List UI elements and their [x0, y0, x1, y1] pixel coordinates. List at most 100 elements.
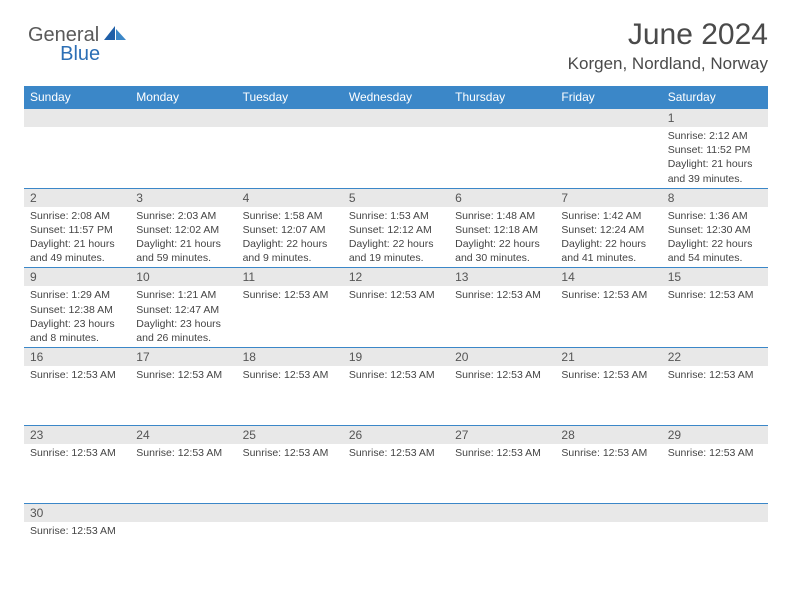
calendar-day-cell: 7Sunrise: 1:42 AMSunset: 12:24 AMDayligh… — [555, 188, 661, 268]
day-details: Sunrise: 1:53 AMSunset: 12:12 AMDaylight… — [343, 207, 449, 268]
title-block: June 2024 Korgen, Nordland, Norway — [568, 18, 768, 74]
day-number: 22 — [662, 348, 768, 366]
day-number: 29 — [662, 426, 768, 444]
day-number — [24, 109, 130, 127]
calendar-day-cell: 27Sunrise: 12:53 AM — [449, 426, 555, 504]
day-number: 14 — [555, 268, 661, 286]
calendar-day-cell — [237, 109, 343, 189]
day-number: 16 — [24, 348, 130, 366]
day-number: 30 — [24, 504, 130, 522]
day-number — [237, 109, 343, 127]
weekday-header: Monday — [130, 86, 236, 109]
day-number: 23 — [24, 426, 130, 444]
day-number: 6 — [449, 189, 555, 207]
weekday-header: Friday — [555, 86, 661, 109]
calendar-week-row: 9Sunrise: 1:29 AMSunset: 12:38 AMDayligh… — [24, 268, 768, 348]
calendar-day-cell — [343, 109, 449, 189]
day-number: 12 — [343, 268, 449, 286]
calendar-day-cell: 24Sunrise: 12:53 AM — [130, 426, 236, 504]
calendar-day-cell: 21Sunrise: 12:53 AM — [555, 348, 661, 426]
day-details: Sunrise: 12:53 AM — [662, 366, 768, 384]
calendar-day-cell — [449, 109, 555, 189]
sail-icon — [102, 24, 128, 45]
day-number: 15 — [662, 268, 768, 286]
day-details: Sunrise: 12:53 AM — [237, 366, 343, 384]
day-number: 4 — [237, 189, 343, 207]
day-details: Sunrise: 12:53 AM — [449, 366, 555, 384]
logo-blue: Blue — [60, 43, 100, 65]
calendar-week-row: 30Sunrise: 12:53 AM — [24, 504, 768, 582]
day-number — [662, 504, 768, 522]
logo-block: General Blue — [28, 24, 128, 66]
day-number: 13 — [449, 268, 555, 286]
day-number — [237, 504, 343, 522]
weekday-header: Saturday — [662, 86, 768, 109]
day-number: 8 — [662, 189, 768, 207]
calendar-day-cell: 18Sunrise: 12:53 AM — [237, 348, 343, 426]
day-details: Sunrise: 12:53 AM — [130, 366, 236, 384]
calendar-day-cell: 1Sunrise: 2:12 AMSunset: 11:52 PMDayligh… — [662, 109, 768, 189]
calendar-day-cell — [130, 109, 236, 189]
day-details: Sunrise: 1:36 AMSunset: 12:30 AMDaylight… — [662, 207, 768, 268]
calendar-day-cell: 29Sunrise: 12:53 AM — [662, 426, 768, 504]
day-details: Sunrise: 1:42 AMSunset: 12:24 AMDaylight… — [555, 207, 661, 268]
calendar-day-cell: 20Sunrise: 12:53 AM — [449, 348, 555, 426]
calendar-week-row: 2Sunrise: 2:08 AMSunset: 11:57 PMDayligh… — [24, 188, 768, 268]
day-number: 17 — [130, 348, 236, 366]
day-number: 7 — [555, 189, 661, 207]
calendar-day-cell — [24, 109, 130, 189]
weekday-header: Thursday — [449, 86, 555, 109]
calendar-day-cell: 30Sunrise: 12:53 AM — [24, 504, 130, 582]
day-number: 1 — [662, 109, 768, 127]
day-number: 9 — [24, 268, 130, 286]
calendar-day-cell: 28Sunrise: 12:53 AM — [555, 426, 661, 504]
day-details: Sunrise: 2:03 AMSunset: 12:02 AMDaylight… — [130, 207, 236, 268]
day-details: Sunrise: 12:53 AM — [343, 286, 449, 304]
day-details: Sunrise: 12:53 AM — [130, 444, 236, 462]
calendar-day-cell — [449, 504, 555, 582]
day-number: 28 — [555, 426, 661, 444]
day-details: Sunrise: 12:53 AM — [24, 444, 130, 462]
calendar-day-cell: 17Sunrise: 12:53 AM — [130, 348, 236, 426]
day-number — [449, 109, 555, 127]
day-details: Sunrise: 1:48 AMSunset: 12:18 AMDaylight… — [449, 207, 555, 268]
calendar-day-cell: 9Sunrise: 1:29 AMSunset: 12:38 AMDayligh… — [24, 268, 130, 348]
day-details: Sunrise: 12:53 AM — [449, 286, 555, 304]
day-number: 21 — [555, 348, 661, 366]
weekday-header-row: Sunday Monday Tuesday Wednesday Thursday… — [24, 86, 768, 109]
calendar-day-cell: 15Sunrise: 12:53 AM — [662, 268, 768, 348]
day-details: Sunrise: 12:53 AM — [662, 444, 768, 462]
month-title: June 2024 — [568, 18, 768, 52]
calendar-table: Sunday Monday Tuesday Wednesday Thursday… — [24, 86, 768, 582]
calendar-day-cell — [130, 504, 236, 582]
calendar-day-cell: 26Sunrise: 12:53 AM — [343, 426, 449, 504]
day-number — [343, 504, 449, 522]
day-number: 25 — [237, 426, 343, 444]
day-details: Sunrise: 12:53 AM — [343, 366, 449, 384]
location: Korgen, Nordland, Norway — [568, 54, 768, 74]
day-number — [449, 504, 555, 522]
calendar-day-cell: 12Sunrise: 12:53 AM — [343, 268, 449, 348]
calendar-day-cell: 13Sunrise: 12:53 AM — [449, 268, 555, 348]
calendar-day-cell: 23Sunrise: 12:53 AM — [24, 426, 130, 504]
day-details: Sunrise: 12:53 AM — [555, 366, 661, 384]
day-number: 10 — [130, 268, 236, 286]
calendar-day-cell: 10Sunrise: 1:21 AMSunset: 12:47 AMDaylig… — [130, 268, 236, 348]
calendar-day-cell — [343, 504, 449, 582]
day-number — [343, 109, 449, 127]
calendar-day-cell: 5Sunrise: 1:53 AMSunset: 12:12 AMDayligh… — [343, 188, 449, 268]
weekday-header: Wednesday — [343, 86, 449, 109]
weekday-header: Tuesday — [237, 86, 343, 109]
day-number: 20 — [449, 348, 555, 366]
calendar-day-cell: 22Sunrise: 12:53 AM — [662, 348, 768, 426]
day-number: 26 — [343, 426, 449, 444]
day-number: 18 — [237, 348, 343, 366]
day-number — [555, 109, 661, 127]
calendar-day-cell: 2Sunrise: 2:08 AMSunset: 11:57 PMDayligh… — [24, 188, 130, 268]
calendar-day-cell — [237, 504, 343, 582]
day-number: 19 — [343, 348, 449, 366]
day-details: Sunrise: 12:53 AM — [343, 444, 449, 462]
day-details: Sunrise: 12:53 AM — [237, 286, 343, 304]
calendar-day-cell — [555, 109, 661, 189]
calendar-day-cell: 8Sunrise: 1:36 AMSunset: 12:30 AMDayligh… — [662, 188, 768, 268]
